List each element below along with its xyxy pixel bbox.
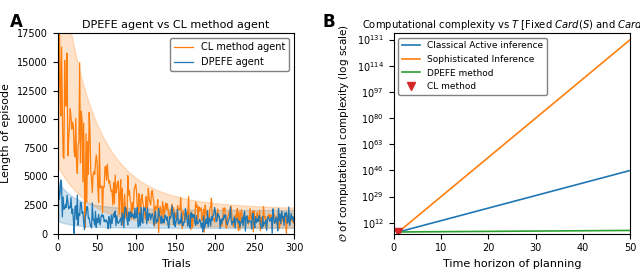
Line: Classical Active inference: Classical Active inference: [399, 170, 630, 232]
DPEFE method: [395, 230, 403, 234]
Sophisticated Inference: [396, 230, 403, 233]
Classical Active inference: [532, 194, 540, 197]
CL method agent: [56, 81, 64, 84]
CL method agent: [254, 217, 262, 221]
X-axis label: Trials: Trials: [162, 259, 190, 269]
Title: DPEFE agent vs CL method agent: DPEFE agent vs CL method agent: [83, 20, 269, 30]
CL method agent: [283, 232, 291, 235]
Legend: CL method agent, DPEFE agent: CL method agent, DPEFE agent: [170, 38, 289, 71]
CL method agent: [196, 209, 204, 213]
DPEFE agent: [196, 218, 204, 221]
Classical Active inference: [396, 230, 403, 234]
DPEFE method: [536, 229, 544, 233]
Sophisticated Inference: [532, 116, 540, 120]
DPEFE agent: [200, 227, 208, 230]
CL method agent: [200, 207, 207, 211]
Text: B: B: [323, 13, 335, 31]
Sophisticated Inference: [532, 116, 540, 119]
Classical Active inference: [395, 230, 403, 234]
Classical Active inference: [532, 194, 540, 197]
Sophisticated Inference: [536, 113, 544, 116]
CL method agent: [291, 218, 298, 221]
DPEFE method: [532, 229, 540, 233]
CL method agent: [269, 216, 277, 219]
DPEFE agent: [291, 216, 298, 219]
DPEFE method: [605, 229, 612, 232]
X-axis label: Time horizon of planning: Time horizon of planning: [443, 259, 581, 269]
Text: A: A: [10, 13, 23, 31]
Classical Active inference: [536, 193, 544, 196]
Line: DPEFE agent: DPEFE agent: [58, 180, 294, 234]
DPEFE agent: [55, 198, 63, 201]
Sophisticated Inference: [590, 68, 598, 71]
DPEFE agent: [196, 220, 204, 223]
CL method agent: [54, 143, 62, 146]
Y-axis label: Length of episode: Length of episode: [1, 83, 12, 183]
DPEFE agent: [70, 232, 78, 235]
CL method agent: [195, 205, 203, 208]
Sophisticated Inference: [395, 230, 403, 234]
DPEFE agent: [54, 180, 62, 184]
DPEFE method: [396, 230, 403, 234]
Y-axis label: $\mathcal{O}$ of computational complexity (log scale): $\mathcal{O}$ of computational complexit…: [337, 24, 351, 242]
Legend: Classical Active inference, Sophisticated Inference, DPEFE method, CL method: Classical Active inference, Sophisticate…: [398, 38, 547, 95]
Classical Active inference: [605, 175, 612, 178]
Line: DPEFE method: DPEFE method: [399, 230, 630, 232]
Classical Active inference: [627, 169, 634, 172]
Classical Active inference: [590, 178, 598, 182]
DPEFE agent: [255, 214, 262, 217]
DPEFE method: [627, 229, 634, 232]
Sophisticated Inference: [605, 56, 612, 59]
Line: CL method agent: CL method agent: [58, 0, 294, 234]
DPEFE agent: [270, 216, 278, 219]
Title: Computational complexity vs $T$ [Fixed $\mathit{Card}(S)$ and $\mathit{Card}(U)$: Computational complexity vs $T$ [Fixed $…: [362, 18, 640, 32]
Sophisticated Inference: [627, 38, 634, 41]
Line: Sophisticated Inference: Sophisticated Inference: [399, 39, 630, 232]
DPEFE method: [532, 229, 540, 233]
DPEFE method: [590, 229, 598, 232]
DPEFE agent: [57, 178, 65, 182]
